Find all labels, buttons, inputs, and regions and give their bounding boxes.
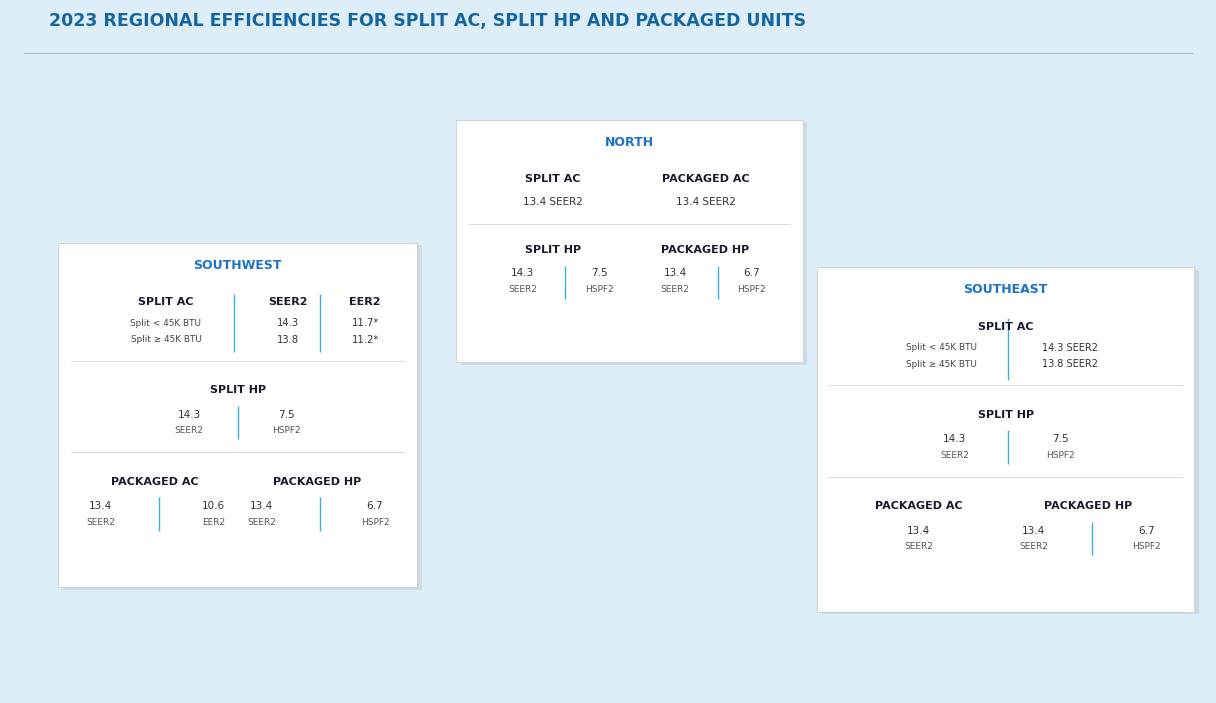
- Text: 11.7*: 11.7*: [351, 318, 378, 328]
- Text: SEER2: SEER2: [905, 543, 934, 551]
- Text: 13.8 SEER2: 13.8 SEER2: [1042, 359, 1098, 369]
- Text: 11.2*: 11.2*: [351, 335, 378, 344]
- Text: Split < 45K BTU: Split < 45K BTU: [906, 344, 976, 352]
- Text: 13.4: 13.4: [907, 526, 930, 536]
- Text: Split ≥ 45K BTU: Split ≥ 45K BTU: [130, 335, 202, 344]
- Text: Split ≥ 45K BTU: Split ≥ 45K BTU: [906, 360, 976, 368]
- Text: HSPF2: HSPF2: [585, 285, 614, 294]
- Text: 14.3: 14.3: [511, 268, 534, 278]
- Text: HSPF2: HSPF2: [737, 285, 766, 294]
- Text: PACKAGED AC: PACKAGED AC: [876, 501, 963, 511]
- Text: SPLIT HP: SPLIT HP: [209, 385, 266, 395]
- Text: 14.3: 14.3: [942, 434, 967, 444]
- Text: EER2: EER2: [202, 518, 225, 527]
- Text: 13.4: 13.4: [89, 501, 112, 511]
- Text: SEER2: SEER2: [175, 427, 203, 435]
- FancyBboxPatch shape: [58, 243, 417, 587]
- Text: 10.6: 10.6: [202, 501, 225, 511]
- Text: 14.3: 14.3: [178, 410, 201, 420]
- Text: 13.4: 13.4: [664, 268, 687, 278]
- Text: 2023 REGIONAL EFFICIENCIES FOR SPLIT AC, SPLIT HP AND PACKAGED UNITS: 2023 REGIONAL EFFICIENCIES FOR SPLIT AC,…: [49, 13, 806, 30]
- FancyBboxPatch shape: [461, 122, 807, 365]
- Text: PACKAGED HP: PACKAGED HP: [272, 477, 361, 486]
- Text: HSPF2: HSPF2: [272, 427, 300, 435]
- Text: 13.4: 13.4: [1023, 526, 1046, 536]
- Text: 6.7: 6.7: [367, 501, 383, 511]
- Text: SEER2: SEER2: [1019, 543, 1048, 551]
- Text: 6.7: 6.7: [743, 268, 760, 278]
- Text: 13.4 SEER2: 13.4 SEER2: [676, 198, 736, 207]
- Text: SEER2: SEER2: [660, 285, 689, 294]
- FancyBboxPatch shape: [456, 120, 803, 362]
- FancyBboxPatch shape: [817, 267, 1194, 612]
- Text: PACKAGED HP: PACKAGED HP: [1045, 501, 1132, 511]
- Text: SPLIT AC: SPLIT AC: [978, 322, 1034, 332]
- Text: SEER2: SEER2: [508, 285, 537, 294]
- Text: HSPF2: HSPF2: [1132, 543, 1161, 551]
- Text: EER2: EER2: [349, 297, 381, 307]
- Text: SEER2: SEER2: [248, 518, 276, 527]
- Text: HSPF2: HSPF2: [1046, 451, 1075, 460]
- Text: 14.3: 14.3: [277, 318, 299, 328]
- Text: 7.5: 7.5: [591, 268, 608, 278]
- Text: 7.5: 7.5: [278, 410, 294, 420]
- Text: Split < 45K BTU: Split < 45K BTU: [130, 319, 202, 328]
- Text: 13.4: 13.4: [250, 501, 274, 511]
- FancyBboxPatch shape: [63, 245, 422, 590]
- Text: SEER2: SEER2: [940, 451, 969, 460]
- Text: SEER2: SEER2: [86, 518, 116, 527]
- Text: 6.7: 6.7: [1138, 526, 1155, 536]
- Text: SOUTHEAST: SOUTHEAST: [963, 283, 1048, 296]
- Text: SPLIT HP: SPLIT HP: [978, 410, 1034, 420]
- Text: SPLIT AC: SPLIT AC: [525, 174, 581, 184]
- Text: SEER2: SEER2: [269, 297, 308, 307]
- Text: 13.4 SEER2: 13.4 SEER2: [523, 198, 582, 207]
- Text: PACKAGED AC: PACKAGED AC: [112, 477, 199, 486]
- Text: 7.5: 7.5: [1052, 434, 1069, 444]
- Text: PACKAGED HP: PACKAGED HP: [662, 245, 749, 254]
- Text: PACKAGED AC: PACKAGED AC: [662, 174, 749, 184]
- FancyBboxPatch shape: [822, 270, 1199, 614]
- Text: NORTH: NORTH: [604, 136, 654, 148]
- Text: HSPF2: HSPF2: [361, 518, 389, 527]
- Text: 14.3 SEER2: 14.3 SEER2: [1042, 343, 1098, 353]
- Text: SPLIT AC: SPLIT AC: [139, 297, 193, 307]
- Text: 13.8: 13.8: [277, 335, 299, 344]
- Text: SOUTHWEST: SOUTHWEST: [193, 259, 282, 271]
- Text: SPLIT HP: SPLIT HP: [525, 245, 581, 254]
